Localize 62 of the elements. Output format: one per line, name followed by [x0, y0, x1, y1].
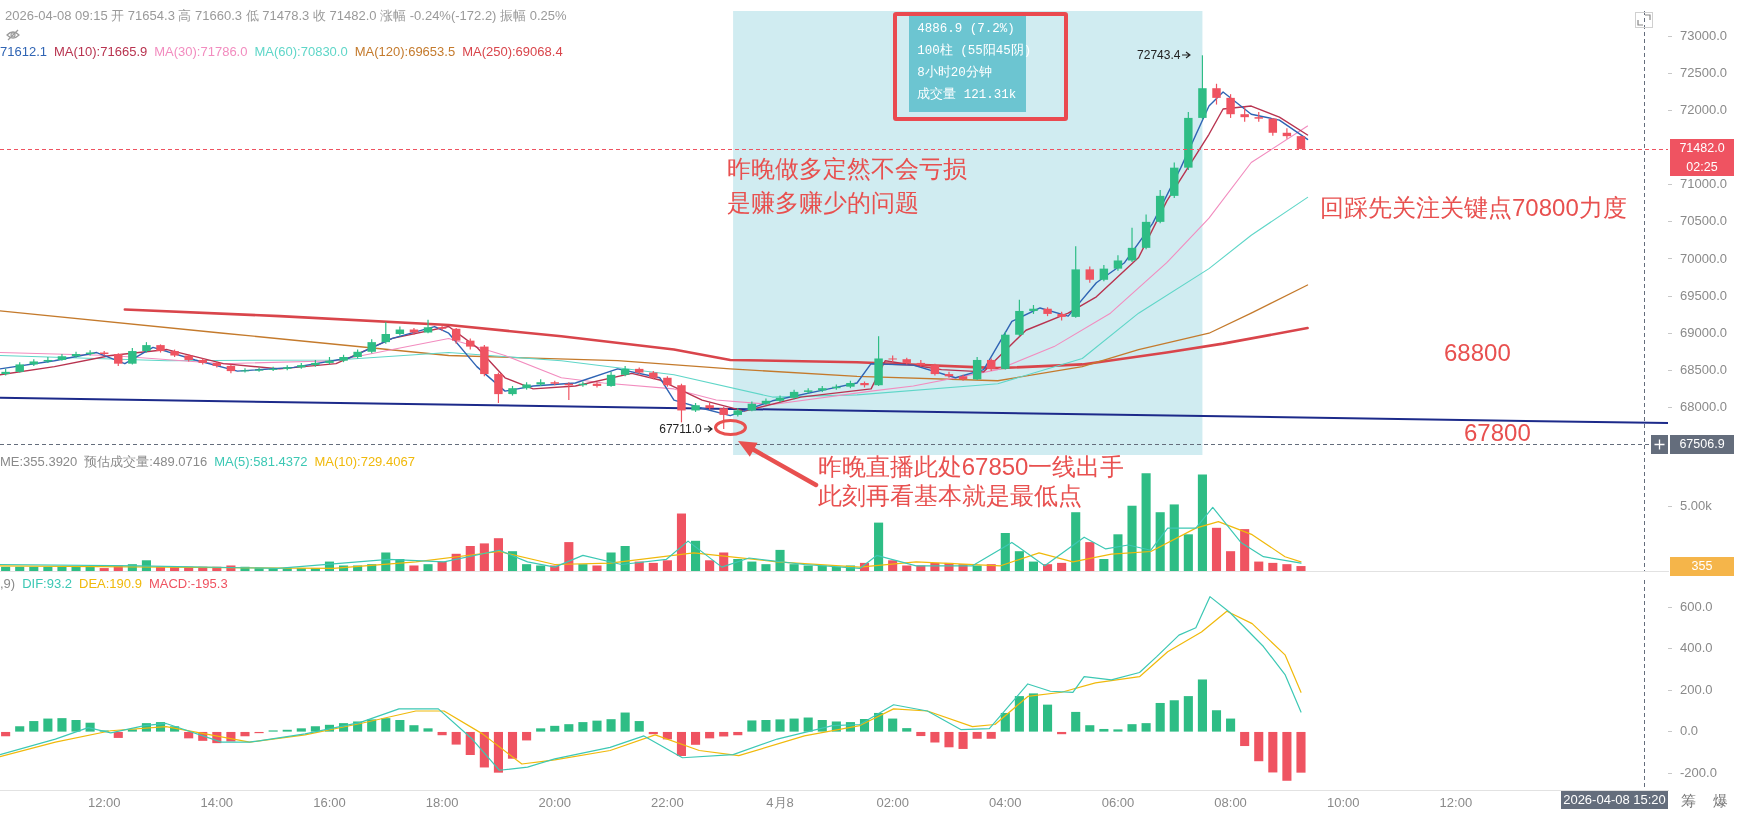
text: MA(250):69068.4: [462, 44, 563, 60]
x-tick-label: 20:00: [538, 795, 572, 811]
y-tick-label: 5.00k: [1680, 497, 1713, 513]
y-tick-label: 68500.0: [1680, 361, 1727, 377]
x-tick-label: 22:00: [651, 795, 684, 811]
annotation: 回踩先关注关键点70800力度: [1320, 194, 1627, 222]
y-tick-label: 71000.0: [1680, 176, 1727, 192]
text: MA(10):729.4067: [314, 454, 415, 470]
x-tick-label: 08:00: [1214, 795, 1247, 811]
text: 爆: [1713, 792, 1728, 810]
text: DEA:190.9: [79, 576, 142, 592]
annotation: 4886.9 (7.2%): [917, 21, 1016, 38]
x-tick-label: 18:00: [425, 795, 459, 811]
y-tick-label: 70000.0: [1680, 250, 1727, 266]
annotation: 昨晚做多定然不会亏损是赚多赚少的问题: [727, 154, 968, 218]
x-tick-label: 02:00: [876, 795, 909, 811]
text: 筹: [1681, 792, 1696, 810]
annotation: 预估成交量:489.0716: [84, 454, 208, 470]
x-tick-label: 10:00: [1326, 795, 1360, 811]
text: DIF:93.2: [22, 576, 73, 592]
annotation: 100柱 (55阳45阴): [917, 42, 1032, 60]
x-tick-label: 04:00: [989, 795, 1022, 811]
annotation: 68800: [1444, 339, 1511, 366]
annotation: 成交量 121.31k: [917, 86, 1018, 104]
text: 71482.0: [1670, 139, 1734, 159]
annotation: 8小时20分钟: [917, 64, 993, 82]
annotation: 67800: [1464, 419, 1531, 446]
text: 02:25: [1670, 158, 1734, 177]
text: 67506.9: [1670, 434, 1734, 454]
annotation: ME:355.3920: [0, 454, 78, 470]
text: MA(60):70830.0: [254, 44, 348, 60]
text: MA(10):71665.9: [54, 44, 148, 60]
text: MA(5):581.4372: [214, 454, 308, 470]
y-tick-label: 400.0: [1680, 640, 1713, 656]
x-tick-label: 16:00: [313, 795, 346, 811]
y-tick-label: 69500.0: [1680, 287, 1727, 303]
y-tick-label: 200.0: [1680, 681, 1713, 697]
y-tick-label: 68000.0: [1680, 399, 1727, 415]
y-tick-label: 70500.0: [1680, 213, 1727, 229]
x-tick-label: 14:00: [200, 795, 234, 811]
text: 355: [1670, 556, 1734, 576]
chart-title: 2026-04-08 09:15 开 71654.3 高 71660.3 低 71478.3 收 71482.0 涨幅 -0.24%(-172.2) 振幅 0.25%: [5, 8, 567, 24]
annotation: 67711.0: [659, 420, 702, 437]
annotation: 昨晚直播此处67850一线出手此刻再看基本就是最低点: [817, 451, 1126, 510]
y-tick-label: 73000.0: [1680, 27, 1727, 43]
y-tick-label: -200.0: [1680, 764, 1717, 780]
text: MA(120):69653.5: [354, 44, 456, 60]
y-tick-label: 0.0: [1680, 723, 1699, 739]
text: 71612.1: [0, 44, 47, 60]
text: 2026-04-08 15:20: [1561, 791, 1668, 809]
annotation: 72743.4: [1137, 47, 1181, 64]
text: MACD:-195.3: [148, 576, 228, 592]
y-tick-label: 600.0: [1680, 598, 1713, 614]
y-tick-label: 69000.0: [1680, 324, 1727, 340]
x-tick-label: 4月8: [766, 795, 794, 811]
text: MA(30):71786.0: [154, 44, 248, 60]
annotation: ,9): [0, 576, 16, 592]
x-tick-label: 06:00: [1101, 795, 1135, 811]
y-tick-label: 72000.0: [1680, 102, 1727, 118]
y-tick-label: 72500.0: [1680, 64, 1727, 80]
x-tick-label: 12:00: [87, 795, 121, 811]
x-tick-label: 12:00: [1439, 795, 1473, 811]
